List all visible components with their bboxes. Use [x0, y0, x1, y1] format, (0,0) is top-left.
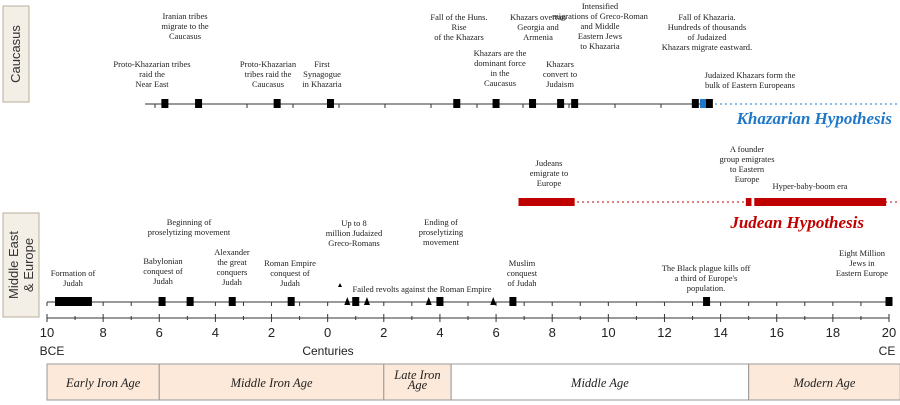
- middle-east-event-label: Alexander the great conquers Judah: [214, 247, 250, 287]
- region-label-caucasus: Caucasus: [8, 25, 23, 83]
- middle-east-event-label: Eight Million Jews in Eastern Europe: [836, 248, 888, 278]
- caucasus-event-marker: [691, 99, 699, 108]
- middle-east-event-marker: [885, 297, 893, 306]
- age-label: Late Iron Age: [393, 368, 440, 392]
- century-tick-label: 2: [380, 325, 387, 340]
- khazarian-hypothesis-title: Khazarian Hypothesis: [736, 109, 893, 128]
- revolt-triangle-marker: [363, 297, 370, 305]
- axis-right-era: CE: [879, 344, 896, 358]
- region-label-middle-east-1: Middle East: [6, 231, 21, 299]
- middle-east-event-marker: [352, 297, 360, 306]
- middle-east-event-label: Beginning of proselytizing movement: [148, 217, 231, 237]
- caucasus-event-label: Intensified migrations of Greco-Roman and …: [552, 1, 649, 51]
- century-tick-label: 6: [492, 325, 499, 340]
- judean-period-bar: [518, 198, 575, 206]
- middle-east-event-marker: [228, 297, 236, 306]
- age-segment: [383, 363, 452, 401]
- region-label-middle-east-2: & Europe: [21, 238, 36, 292]
- caucasus-event-marker: [161, 99, 169, 108]
- century-tick-label: 12: [657, 325, 671, 340]
- century-tick-label: 4: [212, 325, 219, 340]
- caucasus-event-marker: [326, 99, 334, 108]
- age-segment: [748, 363, 900, 401]
- caucasus-event-label: Proto-Khazarian tribes raid the Caucasus: [240, 59, 297, 89]
- caucasus-event-label: Fall of the Huns. Rise of the Khazars: [430, 12, 487, 42]
- age-label: Modern Age: [792, 376, 855, 390]
- century-tick-label: 6: [156, 325, 163, 340]
- middle-east-event-marker: [703, 297, 711, 306]
- caucasus-event-label: Khazars are the dominant force in the Cauca…: [474, 48, 527, 88]
- middle-east-event-label: Failed revolts against the Roman Empire: [352, 284, 491, 294]
- caucasus-event-label: First Synagogue in Khazaria: [302, 59, 342, 89]
- century-tick-label: 8: [100, 325, 107, 340]
- age-segment: [450, 363, 750, 401]
- region-box-middle-east: [2, 212, 40, 318]
- caucasus-event-label: Khazars overran Georgia and Armenia: [510, 12, 567, 42]
- caucasus-event-label: Judaized Khazars form the bulk of Eastern…: [705, 70, 796, 90]
- axis-left-era: BCE: [40, 344, 65, 358]
- judean-period-label: Judeans emigrate to Europe: [530, 158, 568, 188]
- middle-east-event-label: Ending of proselytizing movement: [419, 217, 464, 247]
- middle-east-event-marker: [287, 297, 295, 306]
- century-tick-label: 8: [549, 325, 556, 340]
- judean-period-bar: [745, 198, 752, 206]
- caucasus-event-label: Iranian tribes migrate to the Caucasus: [161, 11, 208, 41]
- caucasus-event-marker: [453, 99, 461, 108]
- middle-east-event-marker: [509, 297, 517, 306]
- century-tick-label: 20: [882, 325, 896, 340]
- caucasus-event-label: Khazars convert to Judaism: [543, 59, 577, 89]
- middle-east-event-label: Up to 8 million Judaized Greco-Romans: [326, 218, 383, 248]
- judean-hypothesis-title: Judean Hypothesis: [729, 213, 864, 232]
- middle-east-event-label: Formation of Judah: [51, 268, 96, 288]
- axis-title: Centuries: [302, 344, 353, 358]
- age-label: Early Iron Age: [65, 376, 141, 390]
- century-tick-label: 10: [601, 325, 615, 340]
- caucasus-event-marker: [705, 99, 713, 108]
- century-tick-label: 16: [769, 325, 783, 340]
- middle-east-event-label: The Black plague kills off a third of Eur…: [662, 263, 751, 293]
- century-tick-label: 10: [40, 325, 54, 340]
- caucasus-event-marker: [195, 99, 203, 108]
- middle-east-event-label: Babylonian conquest of Judah: [143, 256, 183, 286]
- judean-period-label: A founder group emigrates to Eastern Europe: [720, 144, 775, 184]
- century-tick-label: 18: [826, 325, 840, 340]
- caucasus-event-label: Proto-Khazarian tribes raid the Near East: [113, 59, 190, 89]
- revolt-arrow-icon: [338, 283, 342, 287]
- khazarian-start-marker: [700, 99, 706, 108]
- middle-east-event-label: Roman Empire conquest of Judah: [264, 258, 316, 288]
- revolt-triangle-marker: [344, 297, 351, 305]
- middle-east-event-marker: [55, 297, 92, 306]
- revolt-triangle-marker: [425, 297, 432, 305]
- caucasus-event-label: Fall of Khazaria. Hundreds of thousands of…: [662, 12, 752, 52]
- judean-period-bar: [754, 198, 887, 206]
- age-segment: [158, 363, 385, 401]
- caucasus-event-marker: [273, 99, 281, 108]
- middle-east-event-marker: [158, 297, 166, 306]
- revolt-triangle-marker: [490, 297, 497, 305]
- middle-east-event-marker: [186, 297, 194, 306]
- caucasus-event-marker: [571, 99, 579, 108]
- middle-east-event-label: Muslim conquest of Judah: [507, 258, 538, 288]
- caucasus-event-marker: [557, 99, 565, 108]
- age-label: Middle Iron Age: [230, 376, 313, 390]
- caucasus-event-marker: [529, 99, 537, 108]
- region-box-caucasus: [2, 5, 30, 103]
- century-tick-label: 0: [324, 325, 331, 340]
- judean-period-label: Hyper-baby-boom era: [772, 181, 847, 191]
- age-segment: [46, 363, 160, 401]
- century-tick-label: 14: [713, 325, 727, 340]
- middle-east-event-marker: [436, 297, 444, 306]
- century-tick-label: 2: [268, 325, 275, 340]
- century-tick-label: 4: [436, 325, 443, 340]
- age-label: Middle Age: [570, 376, 629, 390]
- caucasus-event-marker: [492, 99, 500, 108]
